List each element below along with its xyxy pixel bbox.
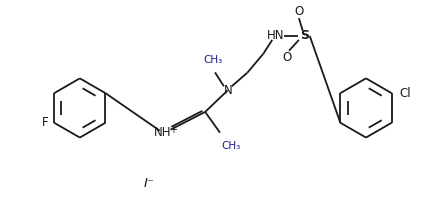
Text: CH₃: CH₃ <box>203 55 222 64</box>
Text: Cl: Cl <box>400 87 411 100</box>
Text: +: + <box>168 125 177 135</box>
Text: HN: HN <box>267 29 284 42</box>
Text: S: S <box>300 29 309 42</box>
Text: NH: NH <box>154 126 172 139</box>
Text: O: O <box>283 51 292 64</box>
Text: F: F <box>41 116 48 129</box>
Text: N: N <box>223 84 232 97</box>
Text: O: O <box>294 5 304 18</box>
Text: I⁻: I⁻ <box>143 177 154 190</box>
Text: CH₃: CH₃ <box>221 140 240 151</box>
